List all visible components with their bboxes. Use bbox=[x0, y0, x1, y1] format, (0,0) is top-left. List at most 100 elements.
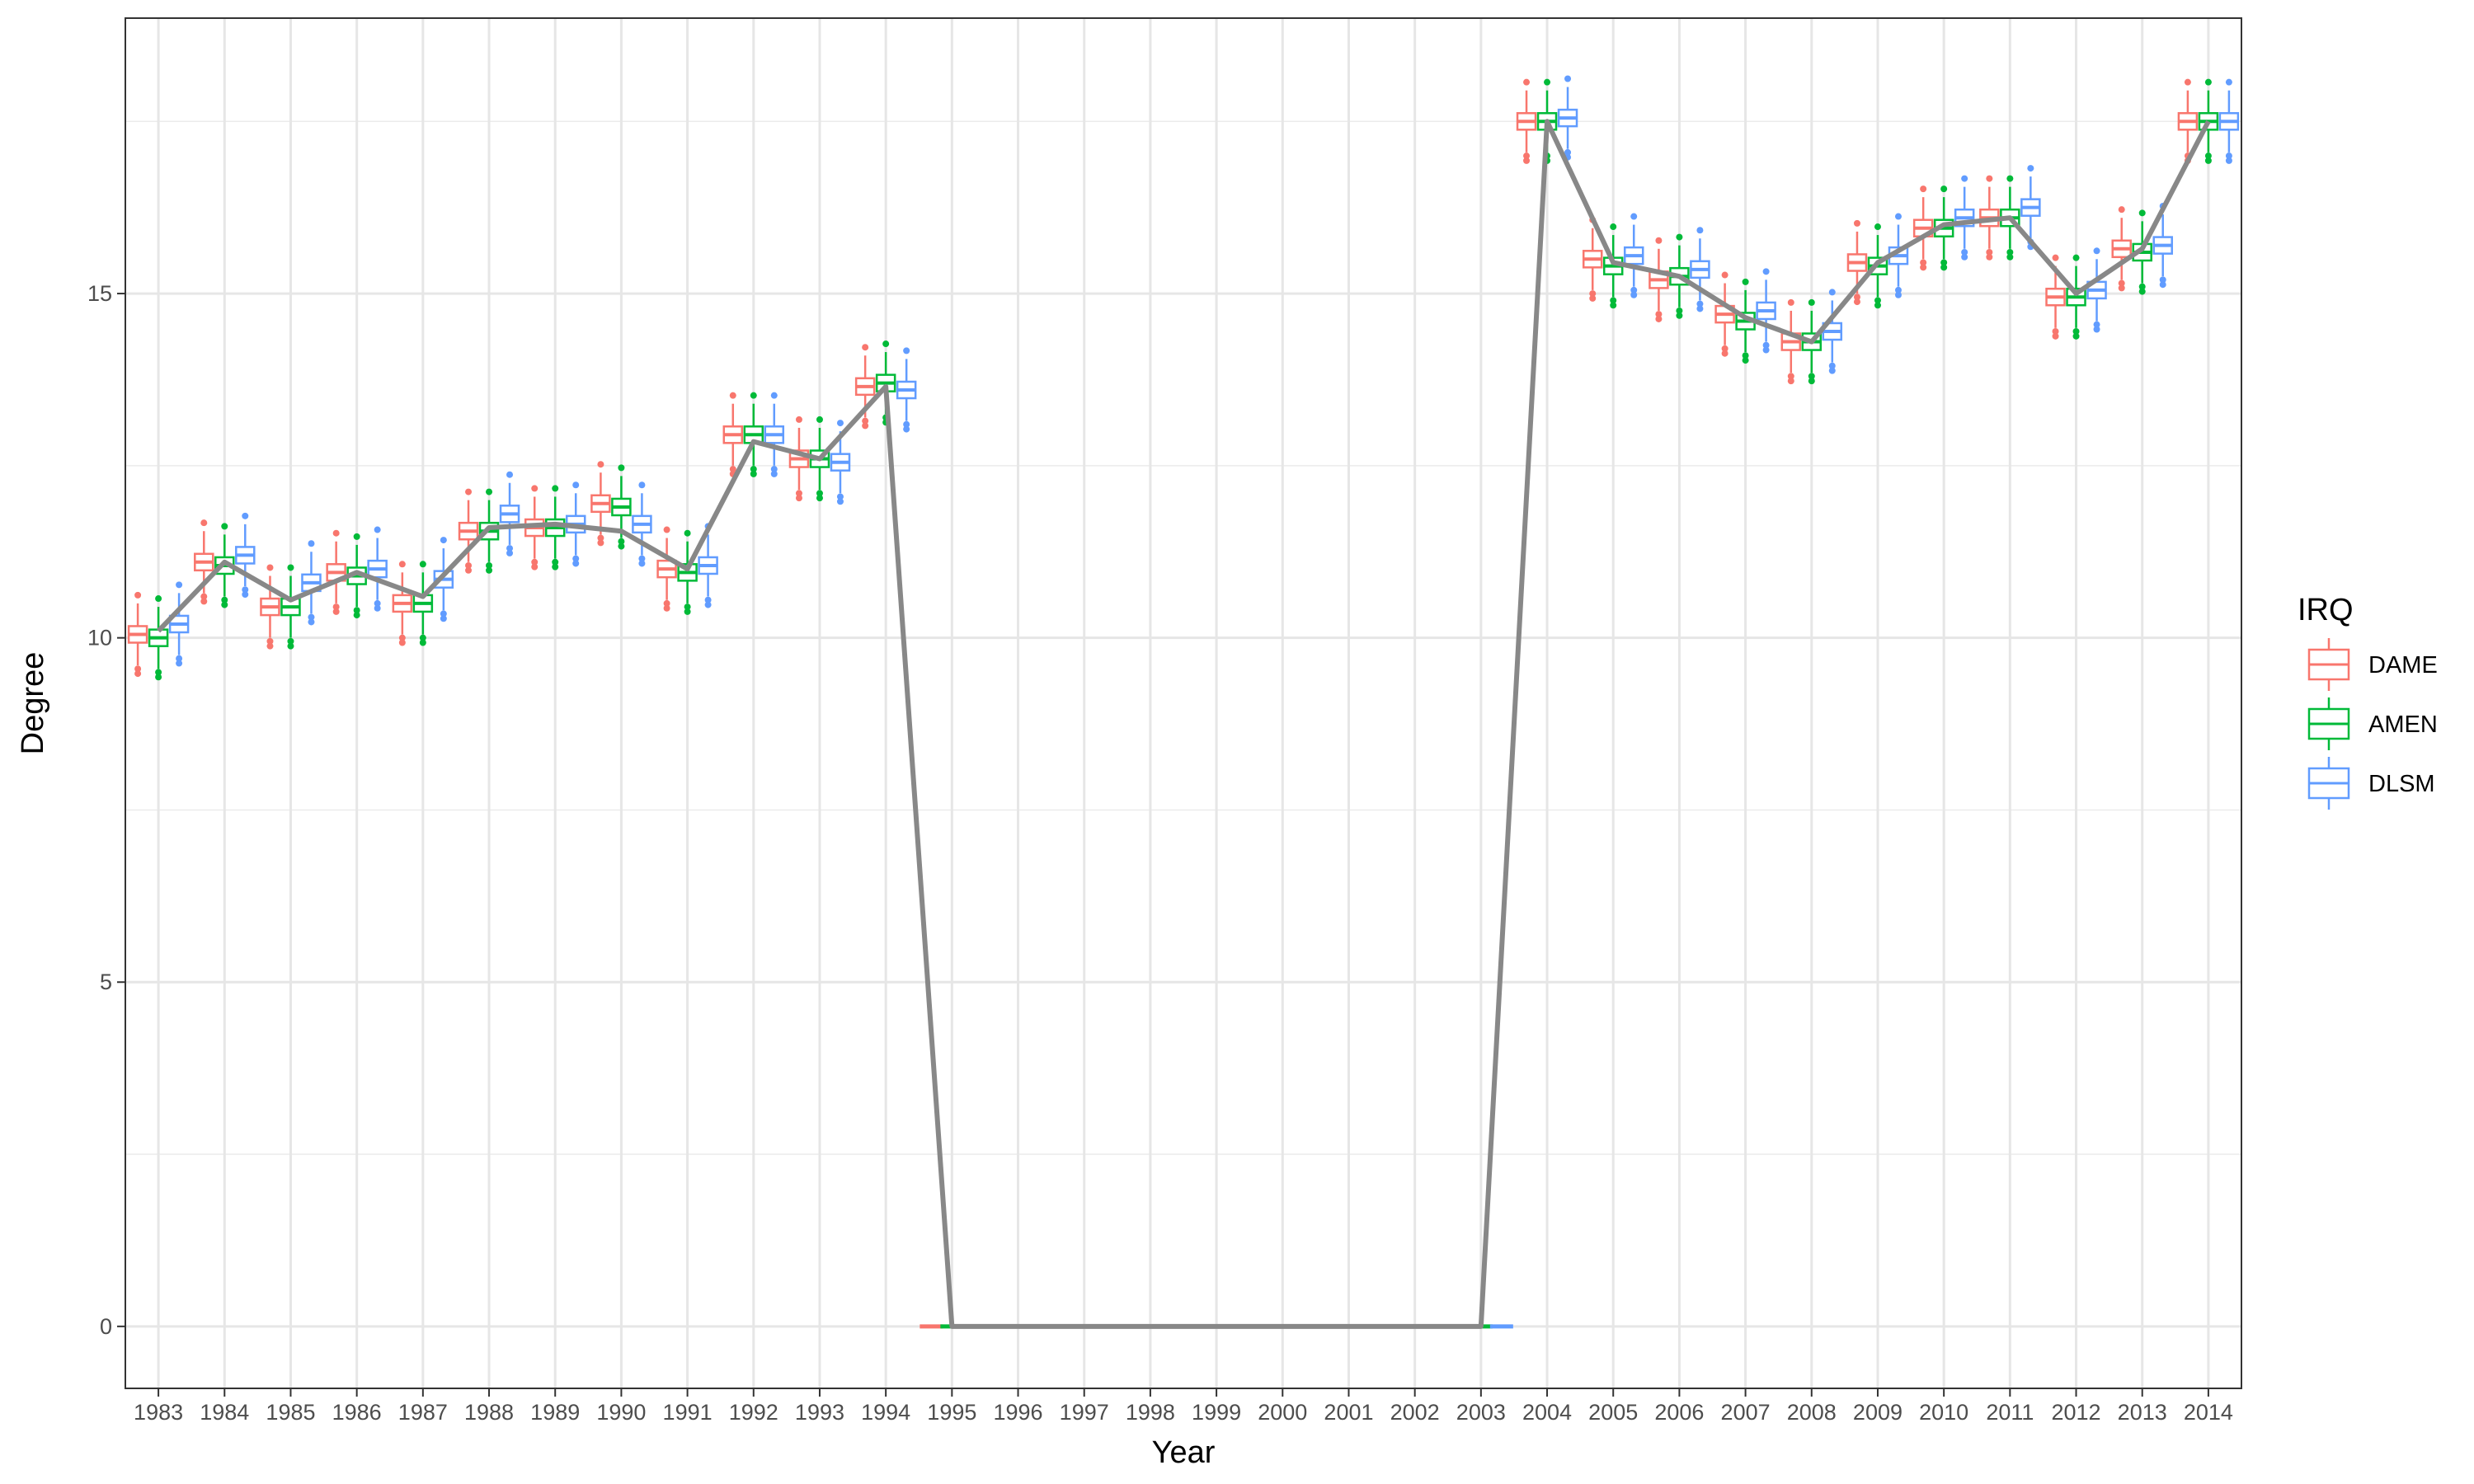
outlier-point bbox=[836, 493, 844, 500]
x-tick-label: 2010 bbox=[1919, 1400, 1968, 1425]
x-tick-label: 2012 bbox=[2051, 1400, 2100, 1425]
outlier-point bbox=[266, 564, 274, 571]
x-tick-label: 1993 bbox=[795, 1400, 844, 1425]
x-tick-label: 1985 bbox=[266, 1400, 315, 1425]
outlier-point bbox=[332, 603, 340, 611]
box-DAME-1991 bbox=[656, 526, 677, 612]
legend: IRQ DAME AMEN DLSM bbox=[2298, 593, 2438, 810]
outlier-point bbox=[663, 604, 670, 612]
outlier-point bbox=[1523, 78, 1531, 86]
x-tick-label: 2001 bbox=[1324, 1400, 1373, 1425]
trend-line bbox=[156, 119, 2211, 1329]
outlier-point bbox=[1808, 298, 1815, 306]
outlier-point bbox=[465, 561, 473, 569]
x-tick-label: 1992 bbox=[729, 1400, 778, 1425]
outlier-point bbox=[816, 495, 823, 502]
outlier-point bbox=[1853, 298, 1860, 306]
outlier-point bbox=[2138, 209, 2146, 217]
outlier-point bbox=[1808, 378, 1815, 385]
outlier-point bbox=[597, 534, 604, 542]
outlier-point bbox=[266, 642, 274, 650]
outlier-point bbox=[1721, 350, 1729, 357]
outlier-point bbox=[638, 555, 646, 562]
outlier-point bbox=[242, 512, 249, 519]
x-tick-label: 1990 bbox=[596, 1400, 646, 1425]
legend-key-amen bbox=[2307, 697, 2350, 750]
outlier-point bbox=[1610, 223, 1617, 231]
outlier-point bbox=[816, 490, 823, 497]
outlier-point bbox=[1523, 157, 1531, 164]
outlier-point bbox=[308, 540, 315, 547]
y-axis-title: Degree bbox=[16, 652, 50, 755]
outlier-point bbox=[155, 674, 162, 681]
x-tick-label: 2006 bbox=[1654, 1400, 1704, 1425]
box-AMEN-1990 bbox=[611, 464, 632, 550]
box-DLSM-2008 bbox=[1822, 289, 1843, 374]
x-tick-label: 1999 bbox=[1192, 1400, 1241, 1425]
outlier-point bbox=[1630, 286, 1638, 294]
outlier-point bbox=[2159, 281, 2166, 289]
outlier-point bbox=[2093, 321, 2100, 328]
outlier-point bbox=[1544, 78, 1551, 86]
x-tick-label: 1995 bbox=[927, 1400, 976, 1425]
outlier-point bbox=[1523, 153, 1531, 160]
outlier-point bbox=[398, 561, 406, 568]
outlier-point bbox=[1742, 352, 1749, 359]
outlier-point bbox=[1610, 302, 1617, 309]
outlier-point bbox=[287, 642, 294, 650]
outlier-point bbox=[1920, 264, 1927, 271]
x-axis-title: Year bbox=[1152, 1435, 1216, 1470]
outlier-point bbox=[572, 555, 580, 562]
plot-border bbox=[125, 17, 2242, 1389]
legend-label: AMEN bbox=[2368, 711, 2438, 738]
x-tick-label: 2011 bbox=[1986, 1400, 2034, 1425]
box-DAME-2004 bbox=[1516, 78, 1537, 164]
outlier-point bbox=[684, 603, 691, 611]
y-tick-label: 0 bbox=[100, 1314, 112, 1339]
outlier-point bbox=[465, 488, 473, 495]
outlier-point bbox=[486, 566, 493, 574]
box-DAME-1992 bbox=[722, 392, 744, 477]
outlier-point bbox=[242, 586, 249, 594]
outlier-point bbox=[1589, 294, 1597, 302]
x-tick-label: 2013 bbox=[2118, 1400, 2167, 1425]
outlier-point bbox=[552, 485, 559, 492]
outlier-point bbox=[684, 529, 691, 537]
x-tick-label: 2007 bbox=[1721, 1400, 1771, 1425]
legend-entry-dame: DAME bbox=[2307, 638, 2438, 691]
outlier-point bbox=[572, 481, 580, 489]
outlier-point bbox=[134, 670, 142, 678]
outlier-point bbox=[552, 558, 559, 566]
outlier-point bbox=[836, 420, 844, 427]
outlier-point bbox=[134, 591, 142, 599]
outlier-point bbox=[1630, 213, 1638, 220]
outlier-point bbox=[419, 639, 426, 646]
outlier-point bbox=[1630, 291, 1638, 298]
outlier-point bbox=[2225, 153, 2232, 160]
outlier-point bbox=[1874, 297, 1881, 304]
trend-line-layer bbox=[156, 119, 2211, 1329]
outlier-point bbox=[2072, 254, 2080, 261]
box-DAME-1988 bbox=[458, 488, 479, 574]
outlier-point bbox=[1655, 315, 1663, 322]
outlier-point bbox=[1696, 305, 1704, 312]
x-tick-label: 1991 bbox=[663, 1400, 713, 1425]
outlier-point bbox=[1986, 175, 1993, 182]
box-DLSM-2014 bbox=[2218, 78, 2240, 164]
box-DLSM-1994 bbox=[896, 347, 917, 433]
outlier-point bbox=[308, 618, 315, 626]
x-tick-label: 2009 bbox=[1853, 1400, 1903, 1425]
x-tick-label: 2004 bbox=[1522, 1400, 1572, 1425]
outlier-point bbox=[200, 519, 208, 527]
outlier-point bbox=[332, 608, 340, 615]
outlier-point bbox=[1828, 289, 1836, 296]
legend-entry-amen: AMEN bbox=[2307, 697, 2438, 750]
legend-title: IRQ bbox=[2298, 593, 2354, 627]
x-tick-label: 2008 bbox=[1787, 1400, 1837, 1425]
outlier-point bbox=[2072, 328, 2080, 336]
outlier-point bbox=[506, 549, 514, 556]
outlier-point bbox=[597, 461, 604, 468]
outlier-point bbox=[2052, 328, 2059, 336]
outlier-point bbox=[2006, 253, 2014, 261]
